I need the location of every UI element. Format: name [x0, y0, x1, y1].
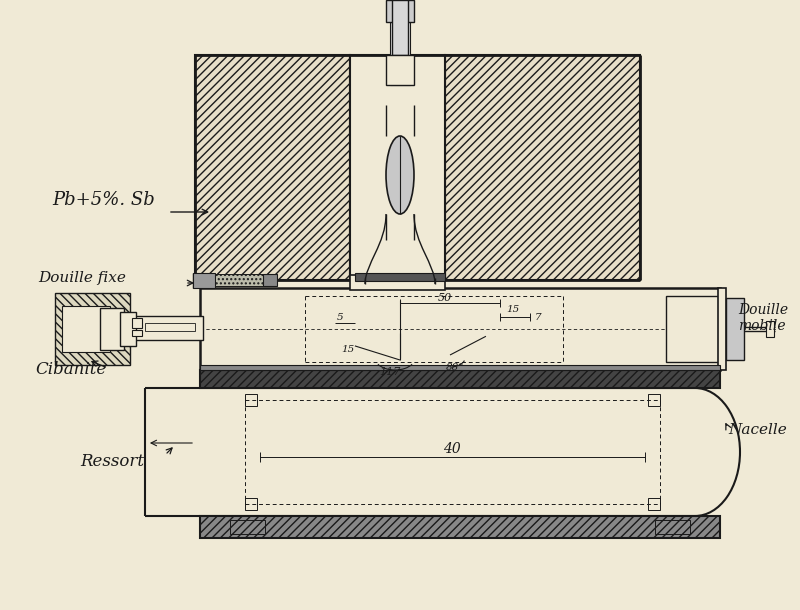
Bar [648, 394, 660, 406]
Text: Cibanite: Cibanite [35, 362, 106, 378]
Bar [200, 365, 720, 370]
Bar [355, 273, 445, 281]
Bar [55, 293, 130, 365]
Bar [718, 288, 726, 370]
Bar [390, 22, 410, 85]
Bar [135, 316, 203, 340]
Bar [386, 55, 414, 85]
Bar [445, 55, 640, 280]
Text: 15: 15 [342, 345, 354, 354]
Bar [132, 318, 142, 328]
Bar [726, 298, 744, 360]
Bar [766, 321, 774, 337]
Text: Pb+5%. Sb: Pb+5%. Sb [52, 191, 154, 209]
Bar [200, 370, 720, 388]
Bar [193, 273, 215, 288]
Bar [263, 274, 277, 286]
Bar [350, 275, 445, 290]
Text: Ressort: Ressort [80, 453, 144, 470]
Bar [132, 330, 142, 336]
Text: 40: 40 [443, 442, 461, 456]
Bar [62, 306, 110, 352]
Text: Douille fixe: Douille fixe [38, 271, 126, 285]
Bar [245, 394, 257, 406]
Text: 117: 117 [379, 367, 401, 377]
Bar [392, 0, 408, 55]
Bar [648, 498, 660, 510]
Text: Nacelle: Nacelle [728, 423, 786, 437]
Text: 7: 7 [534, 312, 542, 321]
Bar [195, 55, 350, 280]
Text: 15: 15 [506, 306, 520, 315]
Text: 88°: 88° [446, 364, 464, 373]
Bar [666, 296, 721, 362]
Bar [145, 323, 195, 331]
Ellipse shape [386, 136, 414, 214]
Text: 5: 5 [337, 312, 343, 321]
Bar [215, 274, 263, 286]
Bar [200, 288, 720, 370]
Text: Douille
mobile: Douille mobile [738, 303, 788, 333]
Bar [100, 308, 124, 350]
Text: 50: 50 [438, 293, 452, 303]
Bar [200, 516, 720, 538]
Bar [120, 312, 136, 346]
Bar [350, 55, 445, 280]
Bar [655, 520, 690, 534]
Bar [230, 520, 265, 534]
Bar [245, 498, 257, 510]
Bar [386, 0, 414, 22]
